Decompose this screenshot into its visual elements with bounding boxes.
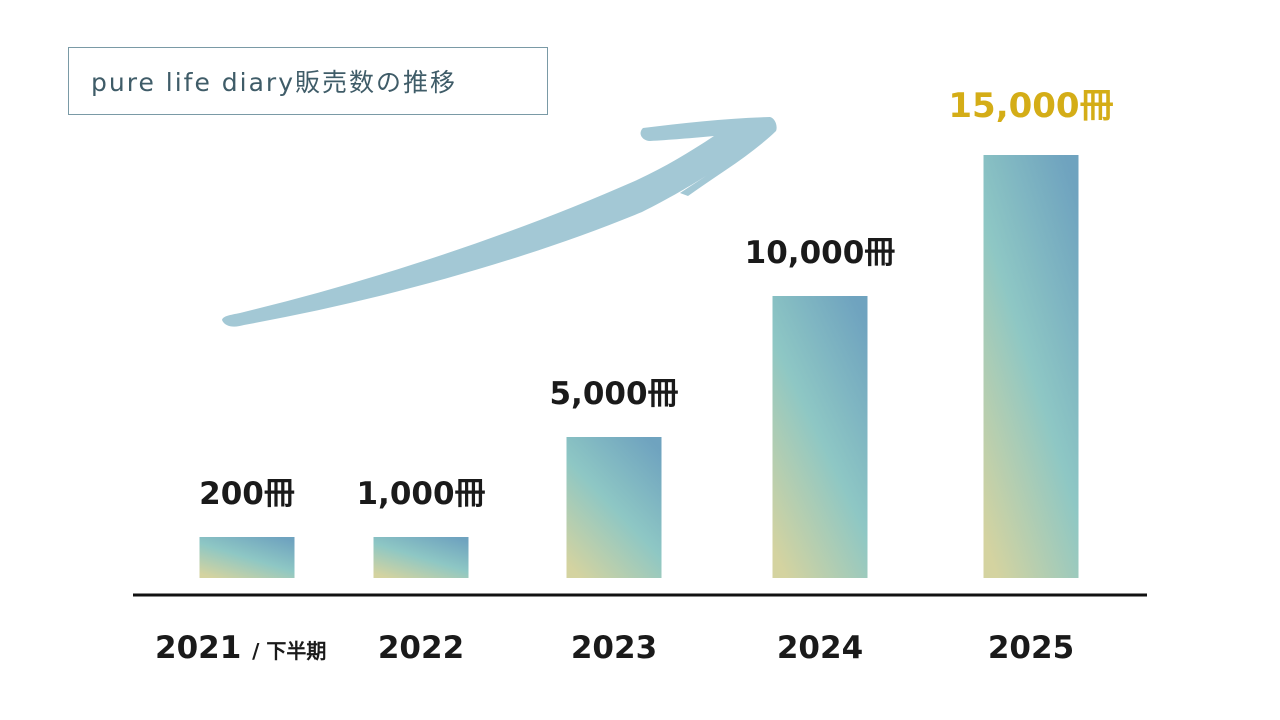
- value-label-2022: 1,000冊: [356, 476, 485, 512]
- chart-title-box: pure life diary販売数の推移: [68, 47, 548, 115]
- trend-arrow-icon: [222, 117, 777, 327]
- value-label-2025: 15,000冊: [948, 86, 1113, 126]
- category-label-2024: 2024: [777, 630, 863, 666]
- chart-title: pure life diary販売数の推移: [91, 68, 457, 97]
- category-label-2025: 2025: [988, 630, 1074, 666]
- value-label-2021: 200冊: [199, 476, 295, 512]
- value-label-2023: 5,000冊: [549, 376, 678, 412]
- category-label-2021: 2021 / 下半期: [155, 630, 326, 666]
- bar-2025: [983, 155, 1079, 578]
- bar-2022: [373, 537, 469, 578]
- category-label-2022: 2022: [378, 630, 464, 666]
- category-label-2023: 2023: [571, 630, 657, 666]
- bar-2021: [199, 537, 295, 578]
- value-label-2024: 10,000冊: [745, 235, 896, 271]
- bar-2024: [772, 296, 868, 578]
- bar-2023: [566, 437, 662, 578]
